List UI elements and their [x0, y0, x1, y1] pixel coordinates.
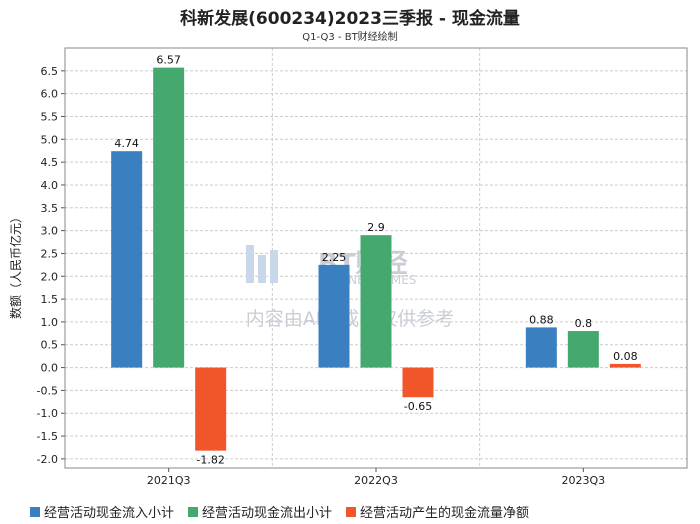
y-tick-label: -0.5 — [37, 384, 58, 397]
y-tick-label: -2.0 — [37, 453, 58, 466]
data-label: 2.9 — [367, 221, 385, 234]
bar-2022Q3-series-2 — [360, 235, 392, 368]
y-tick-label: -1.5 — [37, 430, 58, 443]
y-tick-label: 1.0 — [41, 316, 59, 329]
x-tick-label: 2022Q3 — [354, 474, 398, 487]
data-label: 0.8 — [575, 317, 593, 330]
y-tick-label: 1.5 — [41, 293, 59, 306]
watermark-logo-icon-bar — [258, 255, 266, 283]
legend-swatch — [188, 506, 199, 517]
bar-2021Q3-series-3 — [195, 367, 227, 451]
y-tick-label: 0.5 — [41, 339, 59, 352]
bar-2023Q3-series-2 — [567, 331, 599, 368]
y-tick-label: 4.0 — [41, 179, 59, 192]
legend-swatch — [346, 506, 357, 517]
bar-2022Q3-series-1 — [318, 264, 350, 368]
legend-label: 经营活动现金流入小计 — [44, 506, 175, 521]
data-label: 0.88 — [529, 313, 554, 326]
chart-canvas: BT财经 BUSINESSTIMES 内容由AI生成，仅供参考 4.746.57… — [8, 47, 688, 487]
bar-2023Q3-series-1 — [525, 327, 557, 368]
chart-title: 科新发展(600234)2023三季报 - 现金流量 — [180, 9, 520, 29]
y-tick-label: 4.5 — [41, 156, 59, 169]
bar-2022Q3-series-3 — [402, 367, 434, 398]
y-tick-label: 5.5 — [41, 110, 59, 123]
legend-item-1[interactable]: 经营活动现金流入小计 — [30, 502, 174, 521]
bar-2023Q3-series-3 — [609, 363, 641, 368]
y-tick-label: 6.0 — [41, 88, 59, 101]
x-tick-label: 2023Q3 — [562, 474, 606, 487]
data-label: 2.25 — [322, 251, 347, 264]
y-tick-label: 5.0 — [41, 133, 59, 146]
data-label: 0.08 — [613, 350, 638, 363]
legend-item-3[interactable]: 经营活动产生的现金流量净额 — [346, 502, 529, 521]
legend-label: 经营活动产生的现金流量净额 — [360, 506, 530, 521]
y-axis-title: 数额（人民币亿元） — [8, 211, 23, 319]
legend-label: 经营活动现金流出小计 — [202, 506, 333, 521]
legend: 经营活动现金流入小计 经营活动现金流出小计 经营活动产生的现金流量净额 — [30, 502, 680, 521]
data-label: -0.65 — [404, 400, 432, 413]
y-tick-label: 2.0 — [41, 270, 59, 283]
legend-item-2[interactable]: 经营活动现金流出小计 — [188, 502, 332, 521]
y-tick-label: 2.5 — [41, 247, 59, 260]
chart-subtitle: Q1-Q3 - BT财经绘制 — [302, 32, 398, 43]
y-tick-label: 6.5 — [41, 65, 59, 78]
data-label: -1.82 — [196, 454, 224, 467]
legend-swatch — [30, 506, 40, 517]
bar-2021Q3-series-2 — [153, 67, 185, 368]
x-tick-label: 2021Q3 — [147, 474, 191, 487]
y-tick-label: -1.0 — [37, 407, 58, 420]
y-tick-label: 3.5 — [41, 202, 59, 215]
data-label: 4.74 — [114, 137, 139, 150]
bar-2021Q3-series-1 — [111, 151, 143, 368]
y-tick-label: 3.0 — [41, 225, 59, 238]
watermark-logo-icon-bar-2 — [270, 250, 278, 283]
y-tick-label: 0.0 — [41, 362, 59, 375]
watermark-notice: 内容由AI生成，仅供参考 — [246, 308, 455, 330]
watermark-logo-icon — [246, 245, 254, 283]
data-label: 6.57 — [156, 54, 181, 67]
